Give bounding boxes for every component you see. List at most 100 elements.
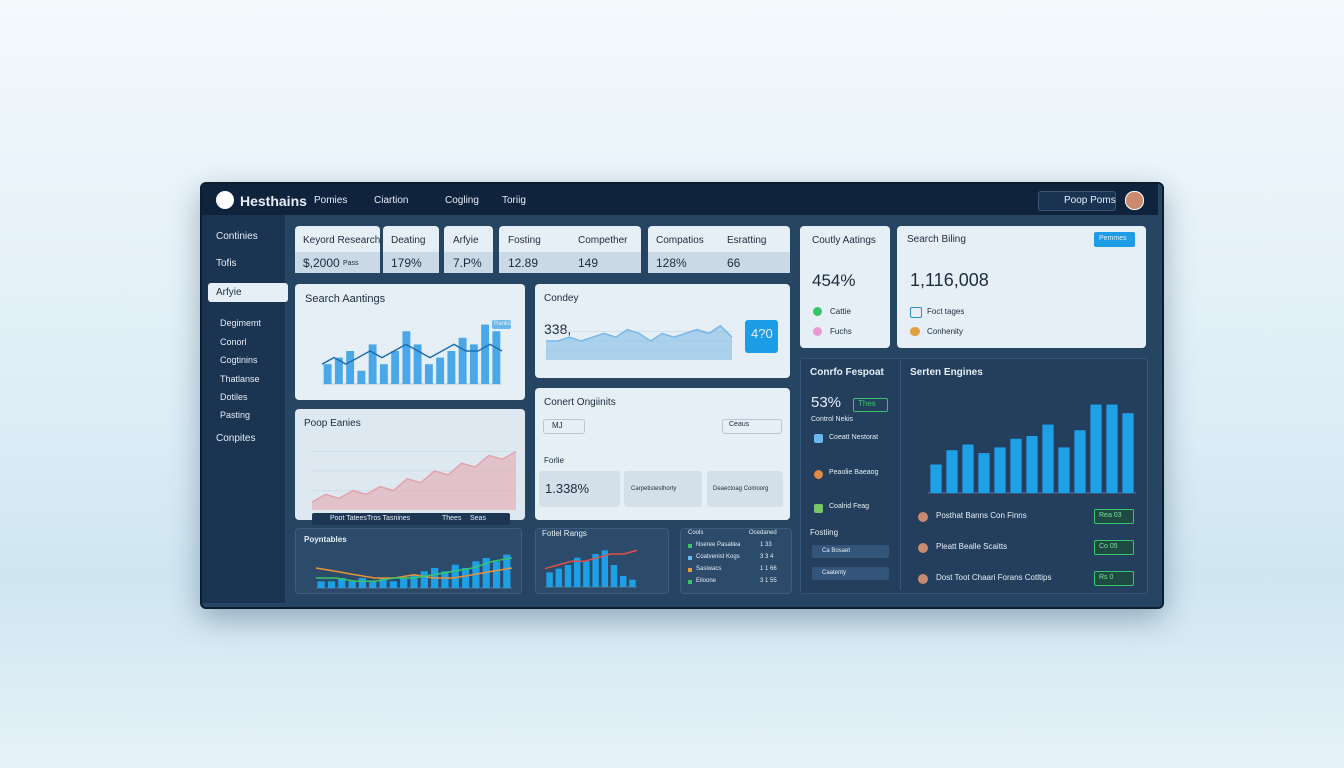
table-header: Cools (688, 530, 704, 536)
icon (814, 504, 823, 513)
sidebar-item[interactable]: Conpites (216, 433, 256, 444)
bar (583, 561, 590, 587)
report-value: 53% (811, 394, 842, 411)
card-title: Search Biling (907, 234, 966, 245)
list-item: Posthat Banns Con Finns (936, 511, 1027, 520)
section-label: Forlie (544, 456, 565, 465)
bar (400, 578, 408, 588)
sidebar-item[interactable]: Dotiles (220, 392, 248, 402)
stat-box (539, 471, 620, 507)
bar (441, 571, 449, 588)
rankings-chart (321, 324, 503, 385)
bar (601, 550, 609, 587)
bar (410, 574, 418, 588)
badge (853, 398, 888, 412)
icon (814, 470, 823, 479)
badge-text: Rs 0 (1099, 574, 1114, 581)
bar (564, 565, 572, 587)
bar (1122, 413, 1134, 493)
sidebar-item[interactable]: Tofis (216, 258, 237, 269)
kpi-value: $,2000 (303, 256, 340, 270)
line (316, 557, 513, 583)
sidebar-item[interactable]: Conorl (220, 337, 247, 347)
kpi-label: Keyord Research (303, 235, 381, 246)
sidebar-item[interactable]: Arfyie (216, 287, 242, 298)
card-title: Fotlel Rangs (542, 529, 587, 538)
sidebar-item[interactable]: Thatlanse (220, 374, 260, 384)
list-item: Peaolie Baeaog (829, 469, 879, 476)
section-label: Fostiing (810, 528, 839, 537)
badge (1094, 571, 1134, 586)
row-icon (688, 556, 692, 560)
button-text: Ca Bosaet (822, 548, 851, 554)
bar (469, 344, 478, 384)
badge-text: Ranks (494, 321, 512, 327)
dropdown-text: MJ (552, 421, 563, 430)
list-item: Dost Toot Chaari Forans Cotltips (936, 573, 1052, 582)
sidebar-active (208, 283, 288, 302)
button[interactable] (812, 567, 889, 580)
nav-item[interactable]: Toriig (502, 195, 526, 206)
list-item: Fuchs (830, 327, 852, 336)
icon (910, 327, 920, 336)
kpi-value: 12.89 (508, 256, 539, 270)
card-title: Coutly Aatings (812, 235, 876, 246)
button[interactable] (812, 545, 889, 558)
badge-text: Thes (858, 399, 876, 408)
bar (1058, 447, 1070, 493)
bar (348, 581, 356, 588)
icon (813, 327, 822, 336)
search-box[interactable] (1038, 191, 1116, 211)
kpi-label: Deating (391, 235, 426, 246)
card-title: Poyntables (304, 535, 347, 544)
bar (481, 324, 490, 384)
button[interactable] (1094, 232, 1135, 247)
bar (1074, 430, 1086, 493)
list-item: Coalrid Feag (829, 503, 870, 510)
nav-item[interactable]: Cogling (445, 195, 479, 206)
table-cell: 3 3 4 (760, 554, 774, 560)
dropdown[interactable] (722, 419, 782, 434)
nav-item[interactable]: Ciartion (374, 195, 409, 206)
bar (424, 364, 433, 384)
dropdown[interactable] (543, 419, 585, 434)
row-icon (688, 544, 692, 548)
table-cell: Nseree Pasatiea (696, 542, 741, 548)
sidebar (202, 215, 285, 603)
row-icon (918, 543, 928, 553)
area (546, 325, 732, 360)
kpi-band (295, 252, 380, 273)
button-text: Pemmes (1099, 235, 1127, 242)
sidebar-item[interactable]: Continies (216, 231, 258, 242)
list-item: Conhenity (927, 327, 964, 336)
badge (492, 320, 511, 329)
avatar[interactable] (1125, 191, 1144, 210)
kpi-band (383, 252, 439, 273)
kpi-value: 179% (391, 256, 422, 270)
nav-item[interactable]: Pomies (314, 195, 348, 206)
badge-text: Co 05 (1099, 543, 1118, 550)
table-cell: 3 1 55 (760, 578, 777, 584)
card-title: Condey (544, 293, 579, 304)
bar (391, 351, 400, 384)
sidebar-item[interactable]: Cogtinins (220, 355, 258, 365)
info-text: Carpetistesthorty (631, 486, 677, 492)
condey-value: 338, (544, 321, 572, 337)
card-title: Conrfo Fespoat (810, 367, 884, 378)
bar (461, 568, 470, 588)
card-title: Poop Eanies (304, 418, 361, 429)
logo (216, 191, 234, 209)
table-card (680, 528, 792, 594)
sidebar-item[interactable]: Degimemt (220, 318, 262, 328)
condey-chart (546, 324, 733, 360)
icon (814, 434, 823, 443)
bar (389, 581, 397, 588)
eanies-chart (311, 450, 517, 510)
line (546, 324, 733, 342)
bar (930, 464, 942, 493)
bar (436, 357, 445, 384)
bar (317, 581, 325, 588)
sidebar-item[interactable]: Pasting (220, 410, 251, 420)
divider (900, 360, 901, 590)
legend-item: Tros Tasnines (367, 515, 411, 522)
